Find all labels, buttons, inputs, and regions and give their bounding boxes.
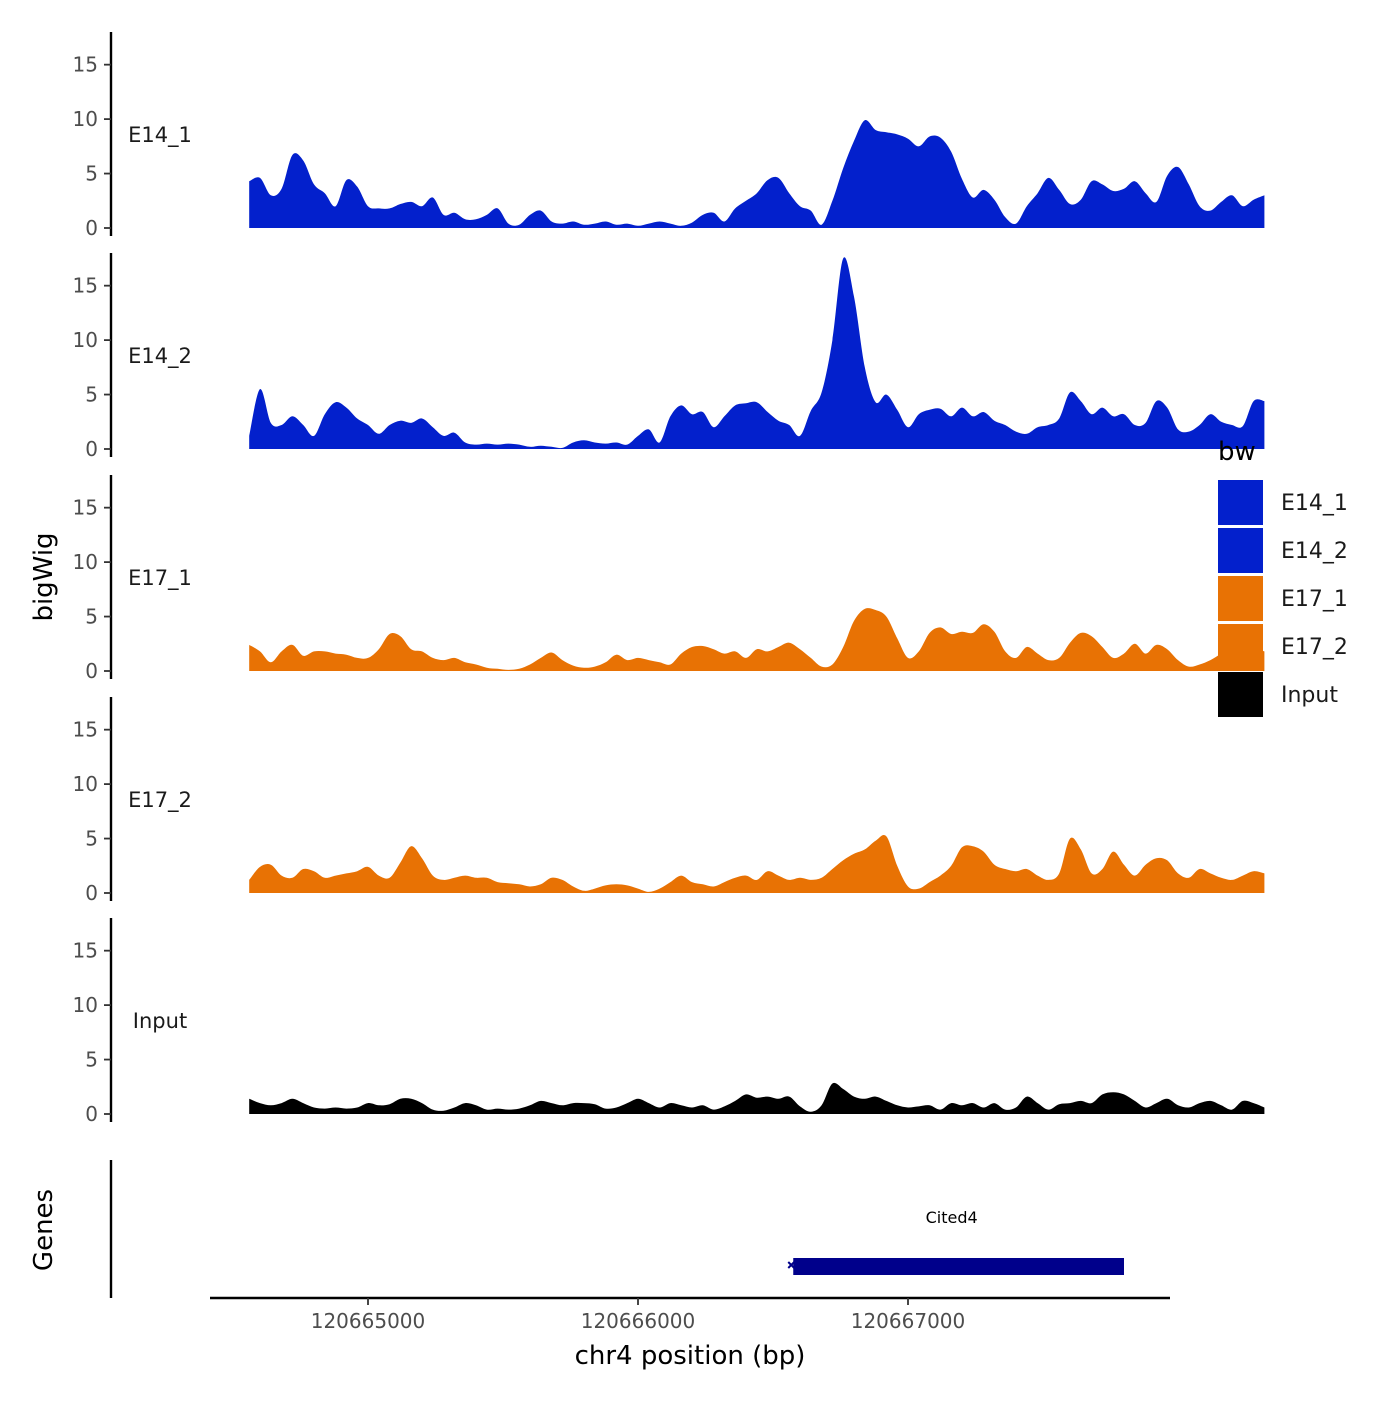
y-tick-label: 0 [85,437,98,461]
x-tick-label: 120665000 [311,1309,426,1333]
legend-swatch [1218,528,1263,573]
y-axis-title: bigWig [29,532,59,621]
y-tick-label: 0 [85,881,98,905]
gene-track-title: Genes [29,1189,59,1271]
y-tick-label: 15 [73,939,98,963]
y-tick-label: 5 [85,383,98,407]
y-tick-label: 5 [85,827,98,851]
y-tick-label: 15 [73,53,98,77]
y-tick-label: 0 [85,659,98,683]
legend-label: E14_2 [1281,539,1348,564]
gene-Cited4: Cited4 [787,1208,1124,1275]
y-tick-label: 5 [85,162,98,186]
legend-swatch [1218,480,1263,525]
track-E14_1: 0 5 10 15 E14_1 [73,32,1265,240]
strand-marker-icon [787,1261,795,1269]
track-E17_2: 0 5 10 15 E17_2 [73,697,1265,905]
signal-area-E17_2 [249,835,1265,893]
y-tick-label: 10 [73,328,98,352]
legend-label: E14_1 [1281,491,1348,516]
y-tick-label: 15 [73,718,98,742]
legend-label: Input [1281,683,1338,708]
track-Input: 0 5 10 15 Input [73,918,1265,1126]
legend-title: bw [1218,437,1256,467]
y-tick-label: 10 [73,993,98,1017]
track-label: Input [133,1009,187,1033]
track-E14_2: 0 5 10 15 E14_2 [73,253,1265,461]
legend: bw E14_1 E14_2 E17_1 E17_2 Input [1218,437,1348,717]
tracks: 0 5 10 15 E14_1 0 5 10 15 E14_2 0 5 10 15 E17_1 0 5 10 15 E… [73,32,1265,1126]
y-tick-label: 10 [73,772,98,796]
legend-swatch [1218,624,1263,669]
y-tick-label: 0 [85,1102,98,1126]
x-axis-title: chr4 position (bp) [575,1341,806,1371]
x-axis: 120665000 120666000 120667000 [210,1296,1170,1333]
x-tick-label: 120667000 [851,1309,966,1333]
signal-area-E14_1 [249,119,1265,228]
signal-area-E14_2 [249,257,1265,449]
legend-item-E14_2: E14_2 [1218,528,1348,573]
y-tick-label: 15 [73,274,98,298]
gene-label: Cited4 [926,1208,978,1227]
legend-item-E14_1: E14_1 [1218,480,1348,525]
track-label: E14_2 [128,344,192,369]
gene-body [793,1258,1124,1275]
y-tick-label: 10 [73,550,98,574]
y-tick-label: 10 [73,107,98,131]
y-tick-label: 5 [85,605,98,629]
signal-area-E17_1 [249,608,1265,671]
track-label: E17_1 [128,566,192,591]
legend-item-Input: Input [1218,672,1338,717]
legend-item-E17_1: E17_1 [1218,576,1348,621]
legend-swatch [1218,576,1263,621]
signal-area-Input [249,1082,1265,1114]
y-tick-label: 5 [85,1048,98,1072]
track-label: E17_2 [128,788,192,813]
legend-label: E17_2 [1281,635,1348,660]
legend-swatch [1218,672,1263,717]
y-tick-label: 15 [73,496,98,520]
track-E17_1: 0 5 10 15 E17_1 [73,475,1265,683]
x-tick-label: 120666000 [581,1309,696,1333]
track-label: E14_1 [128,123,192,148]
legend-label: E17_1 [1281,587,1348,612]
legend-item-E17_2: E17_2 [1218,624,1348,669]
gene-track: Cited4 [109,1160,1124,1298]
y-tick-label: 0 [85,216,98,240]
